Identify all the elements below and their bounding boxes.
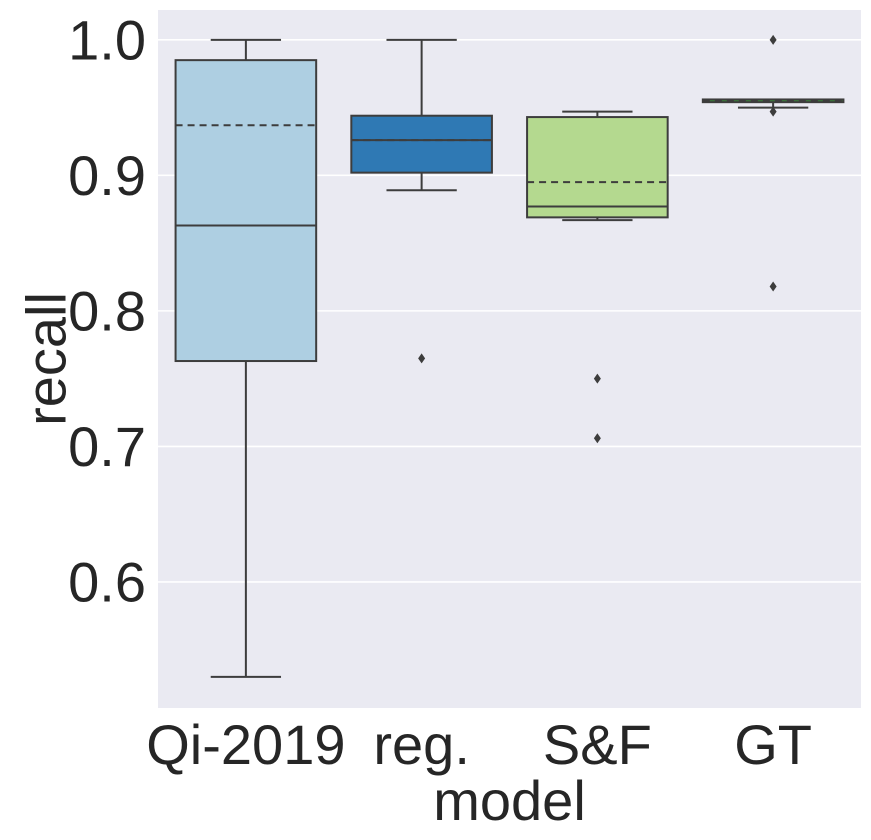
boxes-layer [174, 34, 845, 678]
x-tick-label: S&F [543, 713, 652, 776]
x-tick-label: Qi-2019 [146, 713, 345, 776]
y-tick-label: 0.6 [68, 550, 146, 613]
y-tick-label: 1.0 [68, 8, 146, 71]
y-axis-label: recall [15, 292, 78, 426]
iqr-box [174, 59, 318, 363]
y-tick-label: 0.9 [68, 144, 146, 207]
y-tick-label: 0.8 [68, 279, 146, 342]
outlier-point [593, 373, 601, 384]
outlier-point [769, 106, 777, 117]
outlier-point [593, 433, 601, 444]
x-axis-label: model [433, 769, 586, 832]
outlier-point [769, 34, 777, 45]
outlier-point [418, 353, 426, 364]
box-3 [526, 110, 669, 444]
box-2 [350, 38, 493, 364]
iqr-box [350, 114, 493, 174]
x-tick-label: reg. [373, 713, 470, 776]
iqr-box [526, 116, 669, 219]
x-tick-label: GT [734, 713, 812, 776]
y-tick-label: 0.7 [68, 415, 146, 478]
y-tick-labels: 0.6 0.7 0.8 0.9 1.0 [68, 8, 146, 613]
x-tick-labels: Qi-2019 reg. S&F GT [146, 713, 812, 776]
box-4 [701, 34, 845, 292]
outlier-point [769, 281, 777, 292]
box-1 [174, 38, 318, 678]
